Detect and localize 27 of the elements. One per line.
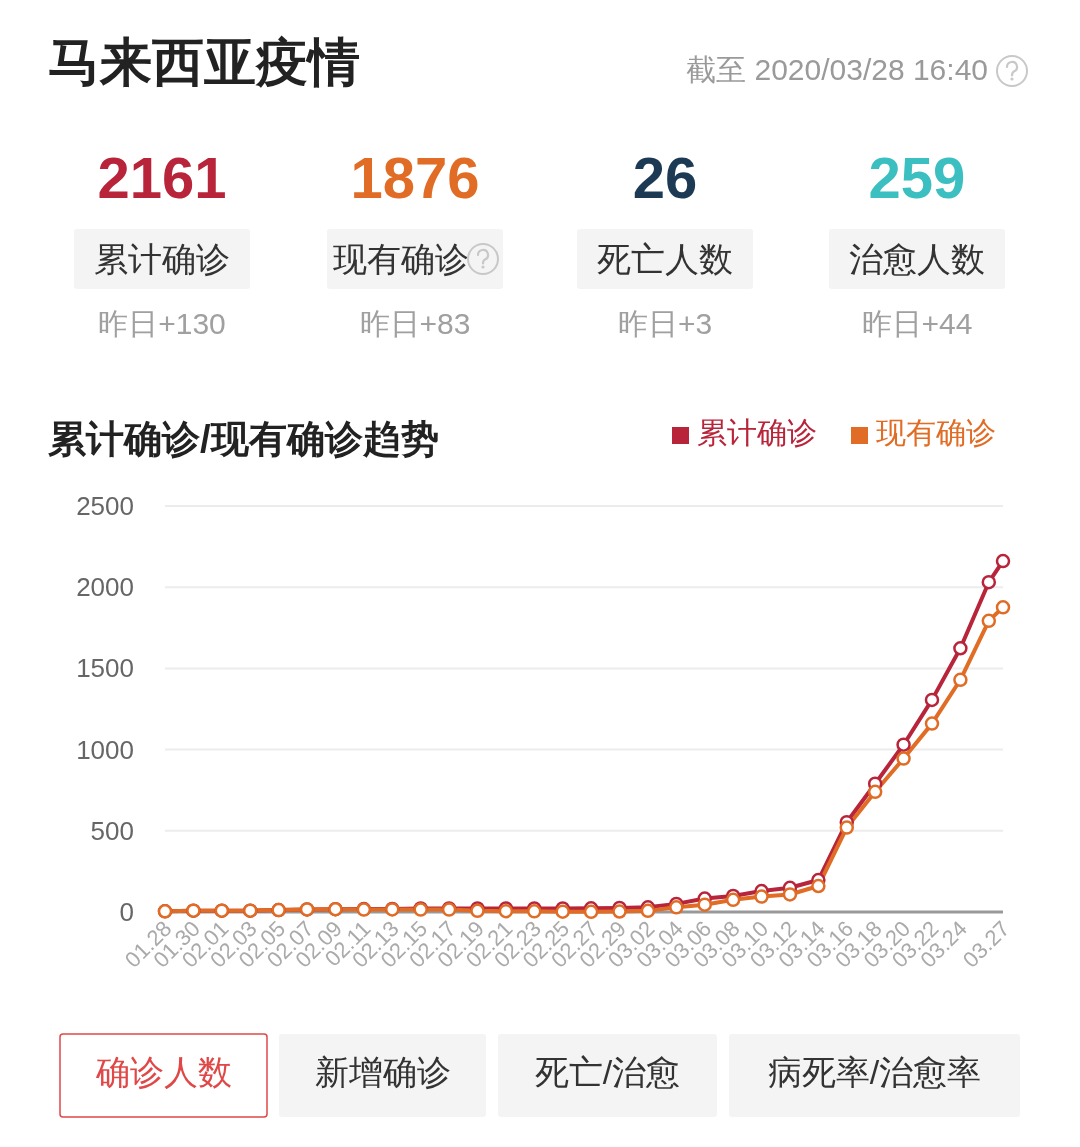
text: 259: [868, 145, 966, 210]
text: 马来西亚疫情: [48, 33, 360, 91]
text: 病死率/治愈率: [767, 1053, 982, 1091]
text: 昨日+44: [861, 307, 973, 340]
text: 新增确诊: [314, 1053, 451, 1091]
text: 死亡人数: [597, 240, 733, 278]
y-tick-label: 1000: [76, 734, 134, 765]
text: 2161: [97, 145, 227, 210]
text: 现有确诊: [333, 240, 469, 278]
y-tick-label: 1500: [76, 653, 134, 684]
text: 26: [632, 145, 698, 210]
text: 1876: [350, 145, 480, 210]
y-tick-label: 2500: [76, 491, 134, 521]
chart-title: 累计确诊/现有确诊趋势: [48, 418, 439, 460]
text: 昨日+130: [98, 307, 226, 340]
text: 治愈人数: [849, 240, 985, 278]
legend-label: 累计确诊: [697, 416, 817, 449]
text: 确诊人数: [94, 1053, 232, 1091]
text: 昨日+83: [359, 307, 471, 340]
y-tick-label: 0: [119, 897, 134, 927]
y-tick-label: 2000: [76, 572, 134, 603]
text: 截至 2020/03/28 16:40: [686, 53, 988, 86]
text: 昨日+3: [617, 307, 713, 340]
legend-label: 现有确诊: [876, 416, 996, 449]
y-tick-label: 500: [90, 815, 134, 846]
text: 累计确诊: [94, 240, 230, 278]
text: 死亡/治愈: [534, 1053, 681, 1091]
